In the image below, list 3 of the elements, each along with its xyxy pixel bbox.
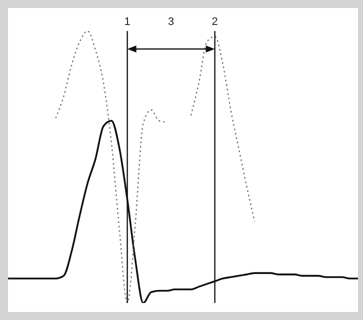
text: 3 bbox=[168, 16, 174, 28]
text: 1 bbox=[124, 16, 130, 28]
text: 2 bbox=[212, 16, 218, 28]
